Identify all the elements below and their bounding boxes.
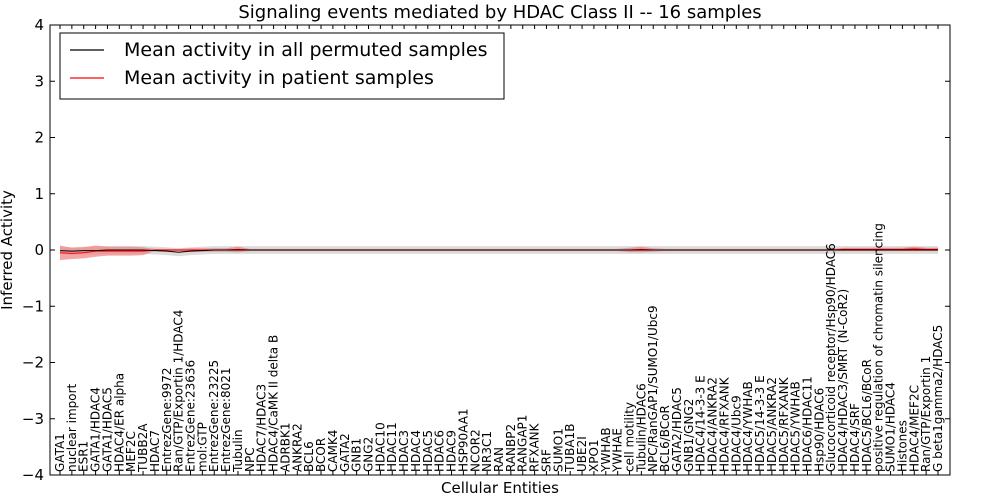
series-0-line: [59, 249, 938, 253]
x-tick-label: HDAC4/HDAC3/SMRT (N-CoR2): [836, 289, 850, 472]
x-tick-label: XPO1: [587, 439, 601, 472]
x-tick-label: NCOR2: [468, 429, 482, 472]
x-tick-label: BCL6: [302, 441, 316, 472]
x-tick-label: HDAC4/14-3-3 E: [694, 375, 708, 472]
x-tick-label: HDAC7: [148, 430, 162, 472]
x-tick-label: HDAC5/RFXANK: [777, 376, 791, 472]
x-tick-label: nuclear import: [65, 383, 79, 472]
x-tick-label: SRF: [540, 449, 554, 472]
y-tick-label: 1: [34, 185, 44, 203]
x-tick-label: HDAC11: [385, 422, 399, 472]
x-tick-label: EntrezGene:23636: [184, 360, 198, 472]
x-tick-label: HDAC4/SRF: [848, 403, 862, 472]
x-tick-label: NPC: [243, 447, 257, 472]
x-tick-label: cell motility: [623, 402, 637, 472]
x-tick-label: EntrezGene:23225: [207, 360, 221, 472]
legend-box: [59, 32, 505, 100]
y-tick-label: −2: [22, 354, 44, 372]
x-tick-label: GATA1/HDAC4: [89, 387, 103, 472]
y-tick-label: −4: [22, 466, 44, 484]
x-tick-label: RANGAP1: [516, 415, 530, 472]
x-tick-label: RFXANK: [528, 422, 542, 472]
y-tick-label: 2: [34, 129, 44, 147]
x-tick-label: HDAC4/ANKRA2: [706, 377, 720, 472]
x-tick-label: GATA1/HDAC5: [101, 387, 115, 472]
legend-label-1: Mean activity in patient samples: [124, 67, 434, 89]
x-tick-label: mol:GTP: [195, 422, 209, 472]
series-0-band: [60, 246, 938, 257]
x-tick-label: G beta1gamma2/HDAC5: [931, 325, 945, 472]
legend-label-0: Mean activity in all permuted samples: [124, 39, 487, 61]
x-tick-label: HDAC6: [433, 430, 447, 472]
series-lines: [59, 248, 938, 254]
y-tick-label: −1: [22, 297, 44, 315]
x-tick-label: GNG2: [362, 437, 376, 472]
x-tick-label: HDAC4/CaMK II delta B: [267, 335, 281, 472]
x-tick-label: HDAC5: [421, 430, 435, 472]
x-tick-label: HDAC4/ER alpha: [112, 373, 126, 472]
x-tick-label: Tubulin/HDAC6: [634, 383, 648, 473]
x-tick-label: NPC/RanGAP1/SUMO1/Ubc9: [646, 305, 660, 472]
x-tick-label: GNB1/GNG2: [682, 399, 696, 472]
x-tick-label: RANBP2: [504, 424, 518, 472]
x-tick-label: GATA2: [338, 433, 352, 472]
x-tick-label: HDAC4/RFXANK: [717, 376, 731, 472]
x-tick-label: Glucocorticoid receptor/Hsp90/HDAC6: [824, 243, 838, 472]
x-tick-label: SUMO1/HDAC4: [884, 382, 898, 472]
x-tick-label: positive regulation of chromatin silenci…: [872, 223, 886, 472]
x-tick-label: Histones: [895, 420, 909, 472]
x-tick-label: HDAC5/BCL6/BCoR: [860, 359, 874, 472]
chart-title: Signaling events mediated by HDAC Class …: [238, 2, 761, 23]
x-tick-label: Hsp90/HDAC6: [812, 388, 826, 472]
y-tick-label: −3: [22, 410, 44, 428]
x-tick-label: HDAC10: [373, 422, 387, 472]
x-tick-label: GNB1: [350, 438, 364, 472]
y-axis-label: Inferred Activity: [0, 190, 16, 310]
x-tick-label: Tubulin: [231, 429, 245, 473]
x-tick-label: CAMK4: [326, 430, 340, 472]
x-tick-label: TUBA1B: [563, 424, 577, 473]
x-tick-label: GATA2/HDAC5: [670, 387, 684, 472]
x-tick-label: HSP90AA1: [456, 408, 470, 472]
x-tick-label: TUBB2A: [136, 423, 150, 473]
x-tick-label: HDAC4/Ubc9: [729, 395, 743, 472]
legend: Mean activity in patient samples Mean act…: [59, 32, 505, 100]
x-tick-label: UBE2I: [575, 436, 589, 472]
x-tick-label: HDAC5/ANKRA2: [765, 377, 779, 472]
x-tick-label: HDAC4: [409, 430, 423, 472]
x-tick-label: ADRBK1: [278, 422, 292, 472]
x-tick-label: BCOR: [314, 438, 328, 472]
x-tick-label: EntrezGene:9972: [160, 368, 174, 473]
y-tick-label: 3: [34, 72, 44, 90]
variance-bands: [60, 245, 938, 261]
x-tick-label: MEF2C: [124, 431, 138, 472]
x-tick-label: HDAC6/HDAC11: [801, 376, 815, 472]
x-tick-label: HDAC7/HDAC3: [255, 384, 269, 472]
x-tick-label: EntrezGene:8021: [219, 368, 233, 473]
x-axis-label: Cellular Entities: [441, 479, 559, 497]
y-tick-label: 0: [34, 241, 44, 259]
x-tick-label: HDAC4/YWHAB: [741, 381, 755, 472]
x-tick-label: NR3C1: [480, 431, 494, 472]
x-tick-label: HDAC5/YWHAB: [789, 381, 803, 472]
x-tick-label: ANKRA2: [290, 423, 304, 472]
x-tick-label: HDAC3: [397, 430, 411, 472]
x-tick-label: SUMO1: [551, 428, 565, 472]
x-tick-label: HDAC9: [445, 430, 459, 472]
series-1-band: [60, 245, 938, 261]
x-tick-label: HDAC5/14-3-3 E: [753, 375, 767, 472]
x-tick-label: ESR1: [77, 441, 91, 472]
x-tick-label: YWHAE: [611, 428, 625, 473]
x-tick-label: HDAC4/MEF2C: [907, 385, 921, 472]
x-tick-label: Ran/GTP/Exportin 1: [919, 356, 933, 472]
x-tick-label: GATA1: [53, 433, 67, 472]
x-tick-label: YWHAB: [599, 427, 613, 473]
y-axis-ticks: 4 3 2 1 0 −1 −2 −3 −4: [22, 16, 950, 484]
y-tick-label: 4: [34, 16, 44, 34]
x-tick-label: BCL6/BCoR: [658, 405, 672, 472]
x-tick-label: RAN: [492, 447, 506, 472]
x-tick-label: Ran/GTP/Exportin 1/HDAC4: [172, 310, 186, 472]
